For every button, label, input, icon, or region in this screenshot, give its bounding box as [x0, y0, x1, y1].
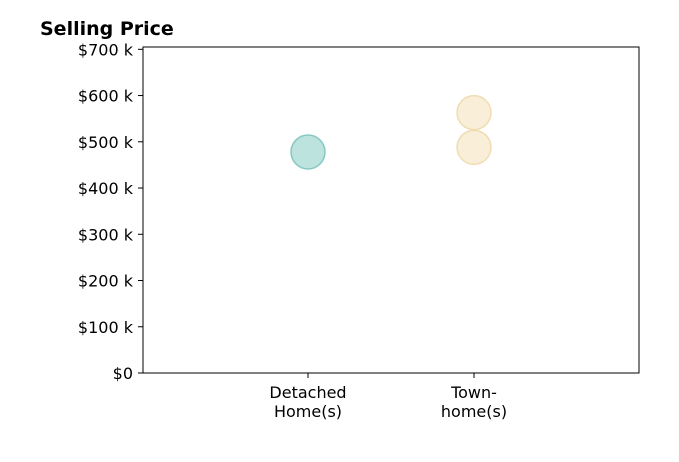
y-tick-label: $100 k [78, 318, 134, 337]
data-point [456, 129, 492, 166]
y-tick-label: $600 k [78, 87, 134, 106]
x-tick-label: Town- [450, 383, 497, 402]
y-tick-label: $200 k [78, 272, 134, 291]
y-tick-label: $400 k [78, 179, 134, 198]
chart-title: Selling Price [40, 18, 174, 40]
data-point [456, 94, 492, 131]
y-tick-label: $300 k [78, 225, 134, 244]
x-tick-label: home(s) [441, 402, 507, 421]
data-point [290, 134, 326, 170]
y-axis: $0 $100 k $200 k $300 k $400 k $500 k $600 k $7… [78, 40, 143, 383]
y-tick-label: $500 k [78, 133, 134, 152]
y-tick-label: $700 k [78, 40, 134, 59]
plot-area-frame [142, 46, 640, 374]
x-tick-label: Detached [269, 383, 346, 402]
data-points [290, 94, 492, 170]
x-tick-label: Home(s) [274, 402, 342, 421]
y-tick-label: $0 [113, 364, 133, 383]
